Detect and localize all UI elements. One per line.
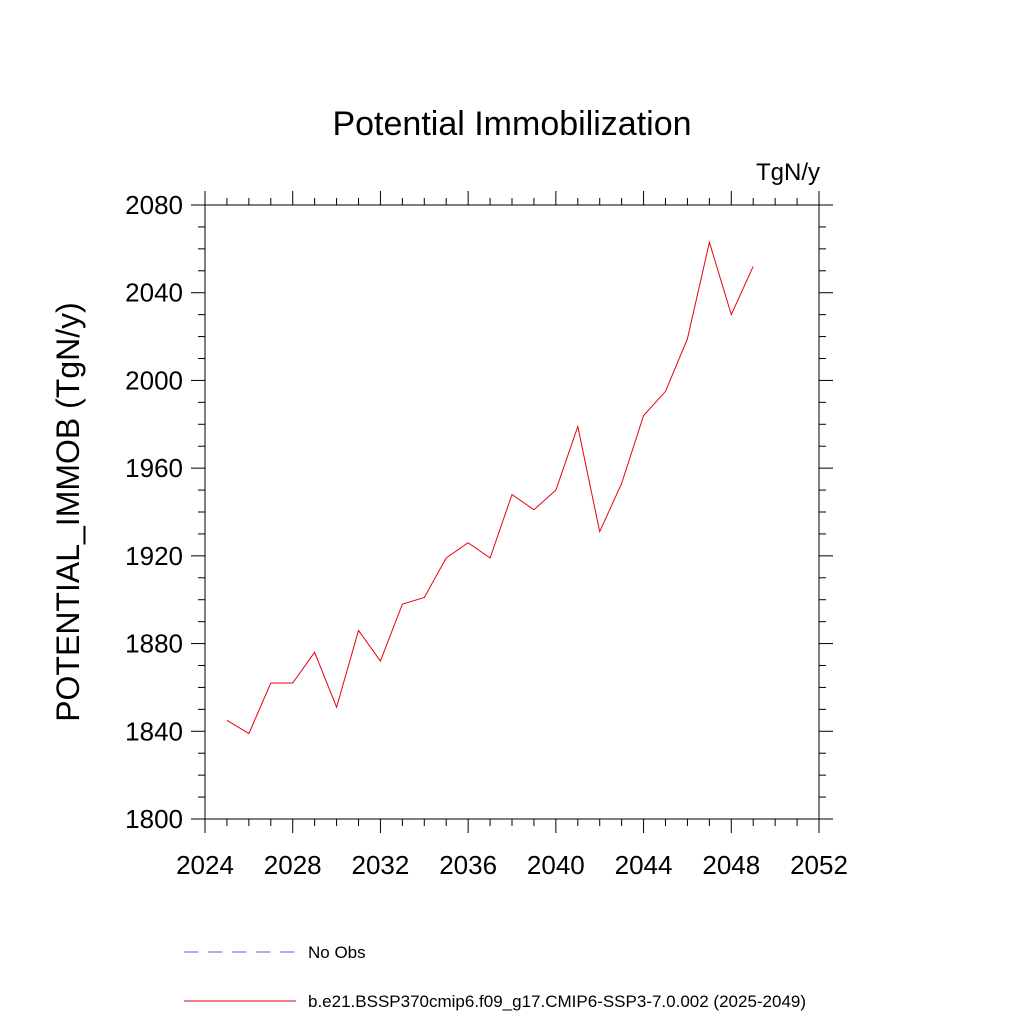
x-tick-label: 2052 bbox=[790, 850, 848, 880]
units-label: TgN/y bbox=[756, 159, 820, 186]
y-tick-label: 1960 bbox=[125, 453, 183, 483]
y-tick-label: 2000 bbox=[125, 365, 183, 395]
x-tick-label: 2024 bbox=[176, 850, 234, 880]
y-tick-label: 1840 bbox=[125, 716, 183, 746]
y-axis-label: POTENTIAL_IMMOB (TgN/y) bbox=[50, 302, 86, 722]
y-tick-label: 2080 bbox=[125, 190, 183, 220]
chart-title: Potential Immobilization bbox=[332, 105, 691, 143]
legend: No Obs b.e21.BSSP370cmip6.f09_g17.CMIP6-… bbox=[184, 943, 806, 1011]
x-tick-label: 2028 bbox=[264, 850, 322, 880]
y-tick-label: 1920 bbox=[125, 541, 183, 571]
y-tick-labels: 1800 1840 1880 1920 1960 2000 2040 2080 bbox=[125, 190, 183, 834]
series-group bbox=[226, 240, 754, 735]
y-tick-label: 1880 bbox=[125, 629, 183, 659]
x-tick-label: 2036 bbox=[439, 850, 497, 880]
plot-frame bbox=[204, 204, 820, 820]
x-tick-label: 2032 bbox=[352, 850, 410, 880]
y-tick-label: 1800 bbox=[125, 804, 183, 834]
x-tick-label: 2048 bbox=[702, 850, 760, 880]
series-line bbox=[226, 240, 754, 735]
x-tick-label: 2044 bbox=[615, 850, 673, 880]
legend-label-no-obs: No Obs bbox=[308, 943, 366, 962]
axis-ticks bbox=[191, 191, 833, 833]
x-tick-label: 2040 bbox=[527, 850, 585, 880]
legend-label-model: b.e21.BSSP370cmip6.f09_g17.CMIP6-SSP3-7.… bbox=[308, 992, 806, 1011]
x-tick-labels: 2024 2028 2032 2036 2040 2044 2048 2052 bbox=[176, 850, 848, 880]
y-tick-label: 2040 bbox=[125, 278, 183, 308]
